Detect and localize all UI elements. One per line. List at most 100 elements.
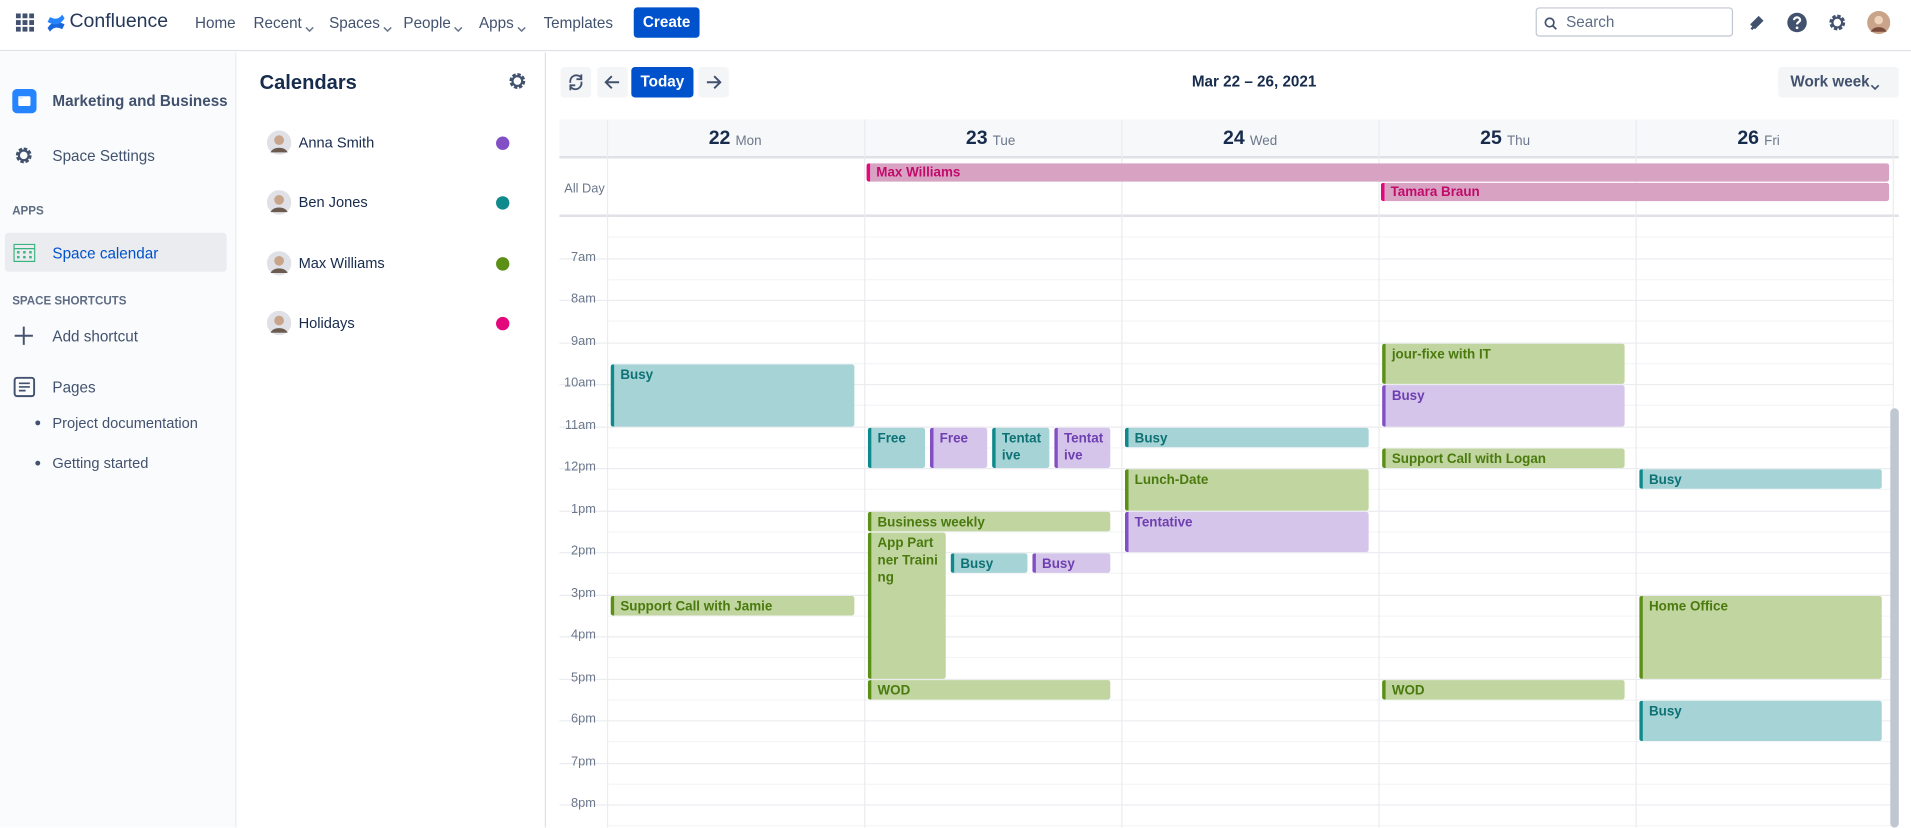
icon-part (266, 190, 292, 215)
calendar-color-dot[interactable] (496, 316, 510, 331)
all-day-event[interactable]: Max Williams (866, 163, 1890, 182)
icon-part (13, 376, 36, 398)
calendar-event[interactable]: Tentative (1124, 511, 1369, 553)
calendar-color-dot[interactable] (496, 196, 510, 210)
calendar-event[interactable]: Busy (1124, 427, 1369, 447)
nav-item[interactable]: Spaces (329, 14, 380, 32)
calendar-event[interactable]: Tentative (1054, 427, 1111, 468)
calendar-color-dot[interactable] (496, 256, 510, 271)
nav-item[interactable]: People (403, 14, 451, 32)
half-hour-line (606, 573, 1893, 575)
calendar-event[interactable]: Tentative (992, 427, 1050, 468)
calendar-event[interactable]: Busy (1639, 700, 1882, 742)
nav-item[interactable]: Recent (253, 14, 302, 32)
hour-label: 8pm (571, 795, 596, 811)
calendar-name[interactable]: Holidays (298, 314, 355, 332)
nav-chevron (305, 18, 315, 33)
calendar-avatar (266, 310, 292, 336)
page-link[interactable]: Project documentation (52, 414, 198, 432)
view-selector[interactable] (1778, 67, 1899, 98)
help-icon[interactable] (1787, 12, 1808, 33)
icon-part (569, 74, 583, 91)
calendar-event[interactable]: App Partner Training (867, 532, 946, 679)
calendar-name[interactable]: Anna Smith (298, 134, 375, 152)
icon-part (13, 243, 36, 263)
calendar-event[interactable]: Busy (610, 364, 855, 426)
space-icon[interactable] (12, 88, 37, 114)
settings-icon[interactable] (1827, 12, 1848, 33)
calendar-name[interactable]: Max Williams (298, 254, 385, 272)
half-hour-line (606, 278, 1893, 281)
icon-part (1870, 84, 1880, 91)
calendars-settings[interactable] (507, 71, 528, 92)
page-link[interactable]: Getting started (52, 454, 149, 472)
calendar-event[interactable]: Support Call with Jamie (610, 595, 855, 616)
hour-line (559, 804, 1893, 806)
calendar-event[interactable]: Lunch-Date (1124, 469, 1369, 511)
nav-item[interactable]: Templates (543, 14, 614, 32)
nav-item[interactable]: Apps (478, 14, 514, 32)
calendar-event[interactable]: Busy (950, 553, 1028, 574)
icon-part (305, 26, 314, 33)
day-number: 23 (965, 127, 988, 149)
calendar-event[interactable]: Home Office (1639, 595, 1882, 679)
calendar-event[interactable]: Free (867, 427, 926, 468)
icon-part (29, 255, 32, 259)
refresh-button[interactable] (560, 67, 592, 98)
day-weekday: Mon (735, 134, 762, 149)
nav-item[interactable]: Home (195, 14, 236, 32)
icon-part (383, 26, 392, 33)
create-button[interactable]: Create (633, 7, 700, 38)
calendar-event[interactable]: WOD (867, 679, 1111, 700)
space-name[interactable]: Marketing and Business (52, 92, 228, 110)
day-column-line (1121, 119, 1123, 828)
bullet (35, 460, 41, 466)
icon-part (29, 251, 32, 254)
notifications-icon[interactable] (1748, 13, 1766, 31)
calendar-event[interactable]: Busy (1639, 469, 1882, 490)
today-button[interactable]: Today (631, 67, 694, 98)
calendar-event[interactable]: Free (929, 427, 988, 468)
icon-part (29, 26, 35, 32)
icon-part (47, 21, 65, 32)
profile-avatar[interactable] (1867, 10, 1891, 35)
all-day-event[interactable]: Tamara Braun (1380, 182, 1890, 202)
calendars-title: Calendars (259, 71, 357, 94)
space-calendar-link[interactable]: Space calendar (52, 244, 159, 263)
icon-part (1870, 84, 1880, 91)
icon-part (454, 26, 463, 33)
space-calendar-active[interactable] (4, 232, 227, 272)
app-switcher[interactable] (15, 13, 35, 32)
day-column-line (1635, 119, 1637, 828)
icon-part (706, 75, 722, 90)
half-hour-line (606, 362, 1893, 365)
half-hour-line (606, 320, 1893, 323)
calendar-name[interactable]: Ben Jones (298, 194, 368, 212)
calendar-event[interactable]: jour-fixe with IT (1382, 343, 1625, 384)
icon-part (604, 75, 620, 90)
hour-label: 10am (563, 375, 596, 390)
hour-line (559, 594, 1893, 596)
calendar-color-dot[interactable] (496, 136, 510, 150)
confluence-logo[interactable] (46, 13, 66, 33)
day-number: 25 (1480, 127, 1502, 149)
scrollbar (1890, 408, 1899, 828)
product-name[interactable]: Confluence (69, 10, 169, 32)
space-settings-link[interactable]: Space Settings (52, 147, 155, 165)
hour-line (559, 425, 1893, 428)
left-arrow (603, 73, 621, 91)
pages-link[interactable]: Pages (52, 379, 96, 397)
search-icon (1544, 15, 1557, 30)
icon-part (22, 13, 28, 19)
bullet (35, 420, 41, 426)
calendar-event[interactable]: WOD (1382, 679, 1625, 700)
calendar-event[interactable]: Busy (1382, 385, 1625, 426)
search-box[interactable] (1535, 7, 1734, 37)
add-shortcut-link[interactable]: Add shortcut (52, 327, 138, 345)
calendar-event[interactable]: Busy (1032, 553, 1111, 574)
day-number: 24 (1223, 127, 1245, 149)
calendar-event[interactable]: Support Call with Logan (1382, 448, 1625, 468)
icon-part (270, 207, 288, 213)
calendar-event[interactable]: Business weekly (867, 511, 1111, 532)
calendar-icon (13, 243, 36, 263)
